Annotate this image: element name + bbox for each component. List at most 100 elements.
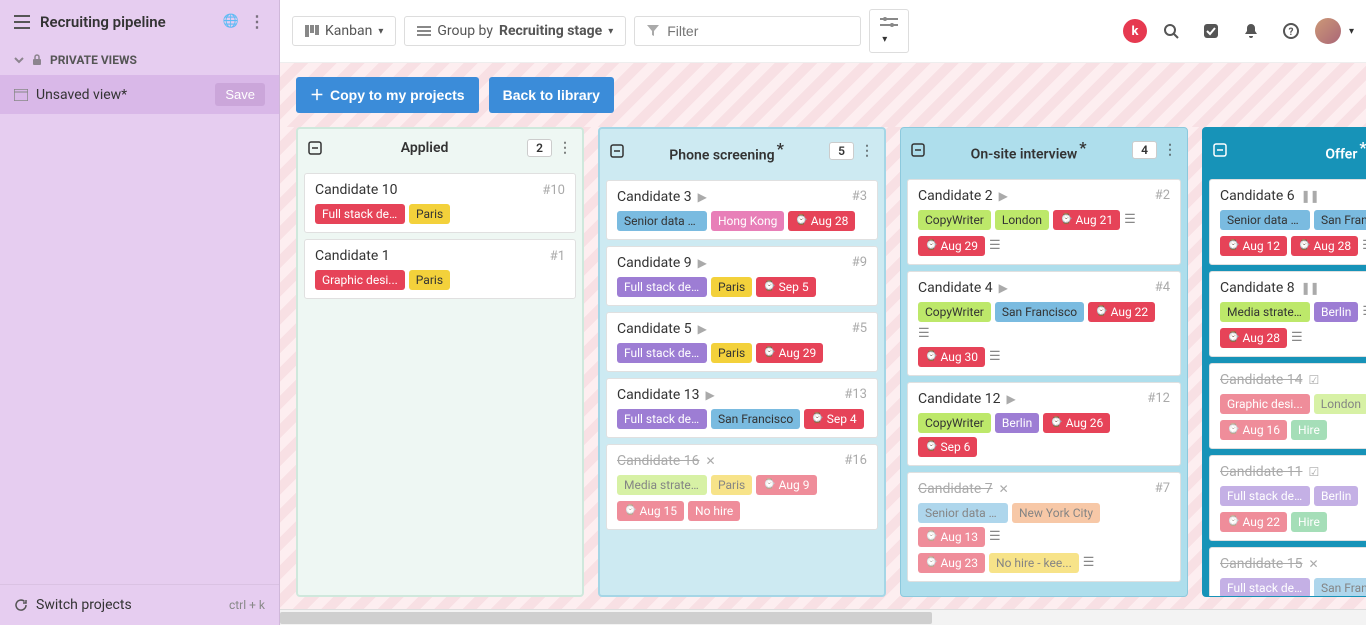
column-count: 5 (829, 142, 854, 160)
tag: New York City (1012, 503, 1100, 523)
tag: Aug 13 (918, 527, 985, 547)
card[interactable]: Candidate 11 ☑ Full stack de...BerlinAug… (1209, 455, 1366, 541)
tag: Hire (1291, 420, 1327, 440)
sidebar-view-item[interactable]: Unsaved view* Save (0, 75, 279, 114)
groupby-button[interactable]: Group by Recruiting stage ▾ (404, 16, 626, 46)
card-title: Candidate 3 (617, 189, 692, 205)
tag: Media strate... (617, 475, 707, 495)
card-title: Candidate 4 (918, 280, 993, 296)
tag: Aug 26 (1043, 413, 1110, 433)
avatar-caret[interactable]: ▾ (1349, 26, 1354, 37)
card[interactable]: Candidate 6 ❚❚ Senior data s...San Fran☰… (1209, 179, 1366, 265)
list-icon: ☰ (1083, 555, 1095, 570)
save-view-button[interactable]: Save (215, 83, 265, 106)
avatar[interactable] (1315, 18, 1341, 44)
tag: Full stack de... (617, 409, 707, 429)
kanban-view-button[interactable]: Kanban ▾ (292, 16, 396, 46)
card[interactable]: Candidate 9 ▶ #9 Full stack de...ParisSe… (606, 246, 878, 306)
play-icon: ▶ (999, 189, 1008, 203)
play-icon: ▶ (698, 190, 707, 204)
card[interactable]: Candidate 4 ▶ #4 CopyWriterSan Francisco… (907, 271, 1181, 376)
card-id: #9 (852, 255, 867, 270)
card-id: #5 (852, 321, 867, 336)
column-title: Phone screening* (630, 139, 823, 164)
card-id: #1 (550, 249, 565, 264)
copy-to-projects-button[interactable]: ＋ Copy to my projects (296, 77, 479, 113)
tag: Aug 22 (1088, 302, 1155, 322)
card-title: Candidate 2 (918, 188, 993, 204)
check-icon: ☑ (1308, 465, 1319, 479)
brand-badge[interactable]: k (1123, 19, 1147, 43)
tag: Aug 28 (1220, 328, 1287, 348)
help-icon[interactable]: ? (1275, 17, 1307, 45)
card-title: Candidate 13 (617, 387, 699, 403)
tag: San Fran (1314, 578, 1366, 596)
collapse-icon[interactable] (911, 143, 925, 157)
card-title: Candidate 10 (315, 182, 397, 198)
tag: Senior data s... (1220, 210, 1310, 230)
search-icon[interactable] (1155, 17, 1187, 45)
private-views-label: PRIVATE VIEWS (50, 53, 137, 67)
collapse-icon[interactable] (1213, 143, 1227, 157)
card-title: Candidate 12 (918, 391, 1000, 407)
collapse-icon[interactable] (610, 144, 624, 158)
tag: Graphic desi... (315, 270, 405, 290)
tag: Aug 16 (1220, 420, 1287, 440)
card-id: #7 (1155, 481, 1170, 496)
card[interactable]: Candidate 2 ▶ #2 CopyWriterLondonAug 21☰… (907, 179, 1181, 265)
tag: Aug 29 (756, 343, 823, 363)
list-icon: ☰ (989, 529, 1001, 544)
filter-input[interactable] (634, 16, 861, 46)
card[interactable]: Candidate 15 ✕ Full stack de...San Fran (1209, 547, 1366, 596)
column-onsite: On-site interview* 4 ⋮ Candidate 2 ▶ #2 … (900, 127, 1188, 597)
card[interactable]: Candidate 3 ▶ #3 Senior data s...Hong Ko… (606, 180, 878, 240)
card[interactable]: Candidate 5 ▶ #5 Full stack de...ParisAu… (606, 312, 878, 372)
switch-projects-label[interactable]: Switch projects (36, 597, 132, 613)
back-to-library-button[interactable]: Back to library (489, 77, 614, 113)
column-menu-icon[interactable]: ⋮ (1163, 142, 1177, 158)
project-menu-icon[interactable]: ⋮ (249, 12, 265, 31)
tag: Berlin (1314, 302, 1358, 322)
x-icon: ✕ (705, 454, 715, 468)
view-label: Unsaved view* (36, 87, 207, 103)
tasks-icon[interactable] (1195, 17, 1227, 45)
column-menu-icon[interactable]: ⋮ (860, 143, 874, 159)
list-icon: ☰ (1362, 304, 1366, 319)
card-id: #16 (844, 453, 867, 468)
column-title: Applied (328, 140, 521, 156)
card[interactable]: Candidate 1 #1 Graphic desi...Paris (304, 239, 576, 299)
tag: Full stack de... (617, 277, 707, 297)
card-id: #4 (1155, 280, 1170, 295)
tag: Senior data s... (617, 211, 707, 231)
collapse-icon[interactable] (308, 141, 322, 155)
menu-icon[interactable] (14, 15, 30, 29)
tag: Aug 29 (918, 236, 985, 256)
card[interactable]: Candidate 12 ▶ #12 CopyWriterBerlinAug 2… (907, 382, 1181, 466)
card-id: #10 (542, 183, 565, 198)
column-offer: Offer* ⋮ Candidate 6 ❚❚ Senior data s...… (1202, 127, 1366, 597)
tag: Aug 23 (918, 553, 985, 573)
view-settings-button[interactable]: ▾ (869, 9, 909, 53)
column-menu-icon[interactable]: ⋮ (558, 140, 572, 156)
tag: Aug 28 (788, 211, 855, 231)
svg-text:?: ? (1288, 27, 1293, 38)
card[interactable]: Candidate 7 ✕ #7 Senior data s...New Yor… (907, 472, 1181, 582)
card[interactable]: Candidate 16 ✕ #16 Media strate...ParisA… (606, 444, 878, 530)
tag: Paris (409, 270, 450, 290)
card[interactable]: Candidate 10 #10 Full stack de...Paris (304, 173, 576, 233)
card-title: Candidate 9 (617, 255, 692, 271)
tag: Sep 5 (756, 277, 815, 297)
card[interactable]: Candidate 13 ▶ #13 Full stack de...San F… (606, 378, 878, 438)
chevron-down-icon[interactable] (14, 55, 24, 65)
tag: Aug 15 (617, 501, 684, 521)
tag: Paris (711, 343, 752, 363)
bell-icon[interactable] (1235, 17, 1267, 45)
card[interactable]: Candidate 8 ❚❚ Media strate...Berlin☰Aug… (1209, 271, 1366, 357)
horizontal-scrollbar[interactable] (280, 609, 1366, 625)
filter-field[interactable] (667, 23, 848, 39)
card[interactable]: Candidate 14 ☑ Graphic desi...LondonAug … (1209, 363, 1366, 449)
pause-icon: ❚❚ (1301, 189, 1319, 203)
tag: CopyWriter (918, 413, 991, 433)
tag: London (995, 210, 1049, 230)
tag: Berlin (1314, 486, 1358, 506)
